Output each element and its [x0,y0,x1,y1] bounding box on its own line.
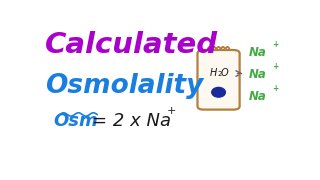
Text: +: + [166,106,176,116]
Text: Osm: Osm [54,112,98,130]
Text: +: + [272,84,278,93]
Text: Calculated: Calculated [45,31,218,59]
Text: H: H [209,68,217,78]
Text: +: + [272,40,278,49]
Text: Osmolality: Osmolality [45,73,203,99]
FancyBboxPatch shape [197,50,240,110]
Text: = 2 x Na: = 2 x Na [92,112,171,130]
Text: O: O [220,68,228,78]
Text: Na: Na [248,46,266,59]
Ellipse shape [212,87,225,97]
Text: 2: 2 [217,71,221,77]
Text: +: + [272,62,278,71]
Text: Na: Na [248,68,266,81]
Text: Na: Na [248,90,266,103]
